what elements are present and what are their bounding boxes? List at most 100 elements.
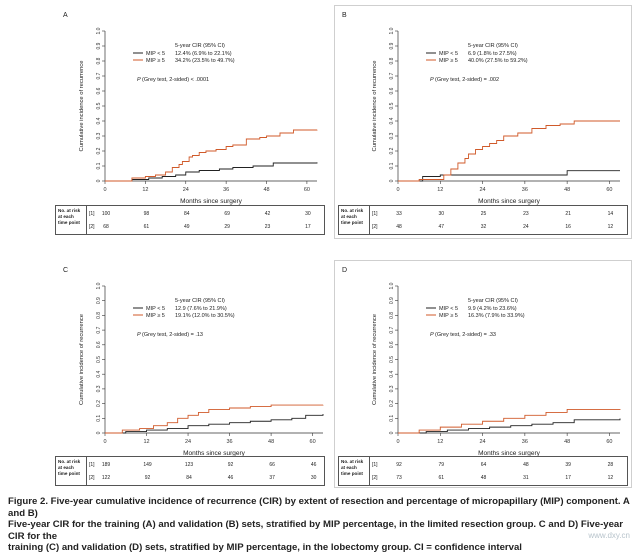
y-tick-label: 1.0	[96, 27, 102, 34]
risk-label-line: No. at risk	[58, 459, 81, 464]
risk-cell: 46	[310, 462, 317, 468]
risk-row-tag: [2]	[372, 224, 378, 230]
legend-header: 5-year CIR (95% CI)	[175, 43, 225, 49]
panel-letter-a: A	[63, 12, 68, 19]
y-tick-label: 1.0	[389, 282, 395, 289]
y-tick-label: 0.4	[96, 371, 102, 378]
risk-cell: 49	[183, 224, 190, 230]
y-tick-label: 0.5	[96, 102, 102, 109]
risk-cell: 25	[480, 211, 487, 217]
x-axis-label: Months since surgery	[478, 198, 541, 205]
risk-cell: 21	[565, 211, 571, 217]
series-line-mip-ge-5	[105, 404, 324, 434]
legend-value: 40.0% (27.5% to 59.2%)	[468, 58, 528, 64]
risk-cell: 68	[103, 224, 109, 230]
y-tick-label: 0.5	[96, 356, 102, 363]
y-tick-label: 1.0	[389, 27, 395, 34]
legend-value: 12.4% (6.9% to 22.1%)	[175, 51, 232, 57]
risk-cell: 84	[183, 211, 190, 217]
risk-cell: 30	[310, 475, 317, 481]
x-tick-label: 48	[564, 439, 570, 445]
y-tick-label: 0.2	[389, 147, 395, 154]
y-tick-label: 0.1	[389, 162, 395, 169]
risk-cell: 16	[565, 224, 571, 230]
risk-cell: 64	[480, 462, 487, 468]
risk-cell: 149	[143, 462, 152, 468]
panel-letter-d: D	[342, 267, 347, 274]
legend-label: MIP ≥ 5	[439, 58, 458, 64]
risk-cell: 17	[305, 224, 311, 230]
panel-letter-c: C	[63, 267, 68, 274]
y-tick-label: 0.1	[96, 415, 102, 422]
y-tick-label: 0.7	[389, 326, 395, 333]
y-tick-label: 0.4	[389, 371, 395, 378]
risk-cell: 84	[186, 475, 192, 481]
panel-b-risk-table: No. at risk at each time point [1] 33 30 25 23 2…	[338, 205, 628, 235]
legend-label: MIP < 5	[439, 51, 458, 57]
risk-label-line: at each	[58, 465, 74, 470]
p-value-text: P (Grey test, 2-sided) = .002	[430, 77, 499, 83]
risk-row-tag: [1]	[89, 462, 95, 468]
risk-cell: 92	[144, 475, 151, 481]
p-value-text: P (Grey test, 2-sided) = .13	[137, 332, 203, 338]
risk-label-line: time point	[341, 220, 363, 225]
risk-cell: 23	[523, 211, 529, 217]
legend-value: 12.9 (7.6% to 21.9%)	[175, 306, 227, 312]
risk-cell: 29	[224, 224, 230, 230]
watermark: www.dxy.cn	[588, 531, 630, 540]
legend-label: MIP < 5	[146, 51, 165, 57]
risk-cell: 69	[224, 211, 230, 217]
risk-divider	[369, 457, 370, 485]
p-value-text: P (Grey test, 2-sided) < .0001	[137, 77, 209, 83]
x-tick-label: 24	[185, 439, 191, 445]
risk-cell: 33	[396, 211, 402, 217]
y-tick-label: 0.3	[389, 132, 395, 139]
risk-cell: 48	[523, 462, 529, 468]
y-tick-label: 0.3	[96, 132, 102, 139]
risk-cell: 31	[523, 475, 529, 481]
panel-letter-b: B	[342, 12, 347, 19]
legend-header: 5-year CIR (95% CI)	[175, 298, 225, 304]
risk-label-line: time point	[341, 471, 363, 476]
y-tick-label: 0.5	[389, 102, 395, 109]
risk-cell: 48	[480, 475, 487, 481]
risk-cell: 46	[227, 475, 234, 481]
x-tick-label: 24	[183, 187, 189, 193]
risk-label-line: time point	[58, 471, 80, 476]
x-tick-label: 36	[227, 439, 233, 445]
y-tick-label: 0	[96, 431, 102, 434]
risk-label-line: No. at risk	[341, 208, 364, 213]
series-line-mip-ge-5	[398, 120, 620, 182]
panel-b-frame	[334, 5, 632, 239]
y-tick-label: 0.9	[389, 42, 395, 49]
legend-label: MIP < 5	[439, 306, 458, 312]
x-tick-label: 12	[142, 187, 148, 193]
x-tick-label: 36	[522, 187, 528, 193]
y-tick-label: 0.8	[96, 312, 102, 319]
x-tick-label: 36	[522, 439, 528, 445]
x-tick-label: 12	[437, 187, 443, 193]
risk-cell: 73	[396, 475, 402, 481]
y-tick-label: 0.8	[96, 57, 102, 64]
legend-label: MIP < 5	[146, 306, 165, 312]
y-tick-label: 0.2	[96, 400, 102, 407]
caption-line-2: Five-year CIR for the training (A) and v…	[8, 519, 624, 542]
risk-label-line: No. at risk	[58, 208, 81, 213]
risk-cell: 28	[607, 462, 614, 468]
y-tick-label: 0.4	[96, 117, 102, 124]
y-tick-label: 0.5	[389, 356, 395, 363]
risk-row-tag: [1]	[372, 211, 378, 217]
risk-cell: 17	[565, 475, 571, 481]
x-tick-label: 0	[396, 439, 399, 445]
x-tick-label: 12	[437, 439, 443, 445]
risk-divider	[369, 206, 370, 234]
x-axis-label: Months since surgery	[478, 450, 541, 456]
x-tick-label: 0	[103, 187, 106, 193]
legend-value: 6.9 (1.8% to 27.5%)	[468, 51, 517, 57]
risk-cell: 92	[396, 462, 402, 468]
x-tick-label: 60	[606, 439, 612, 445]
legend-label: MIP ≥ 5	[146, 58, 165, 64]
series-line-mip-lt-5	[398, 418, 621, 434]
series-line-mip-ge-5	[105, 129, 318, 182]
risk-cell: 92	[227, 462, 234, 468]
